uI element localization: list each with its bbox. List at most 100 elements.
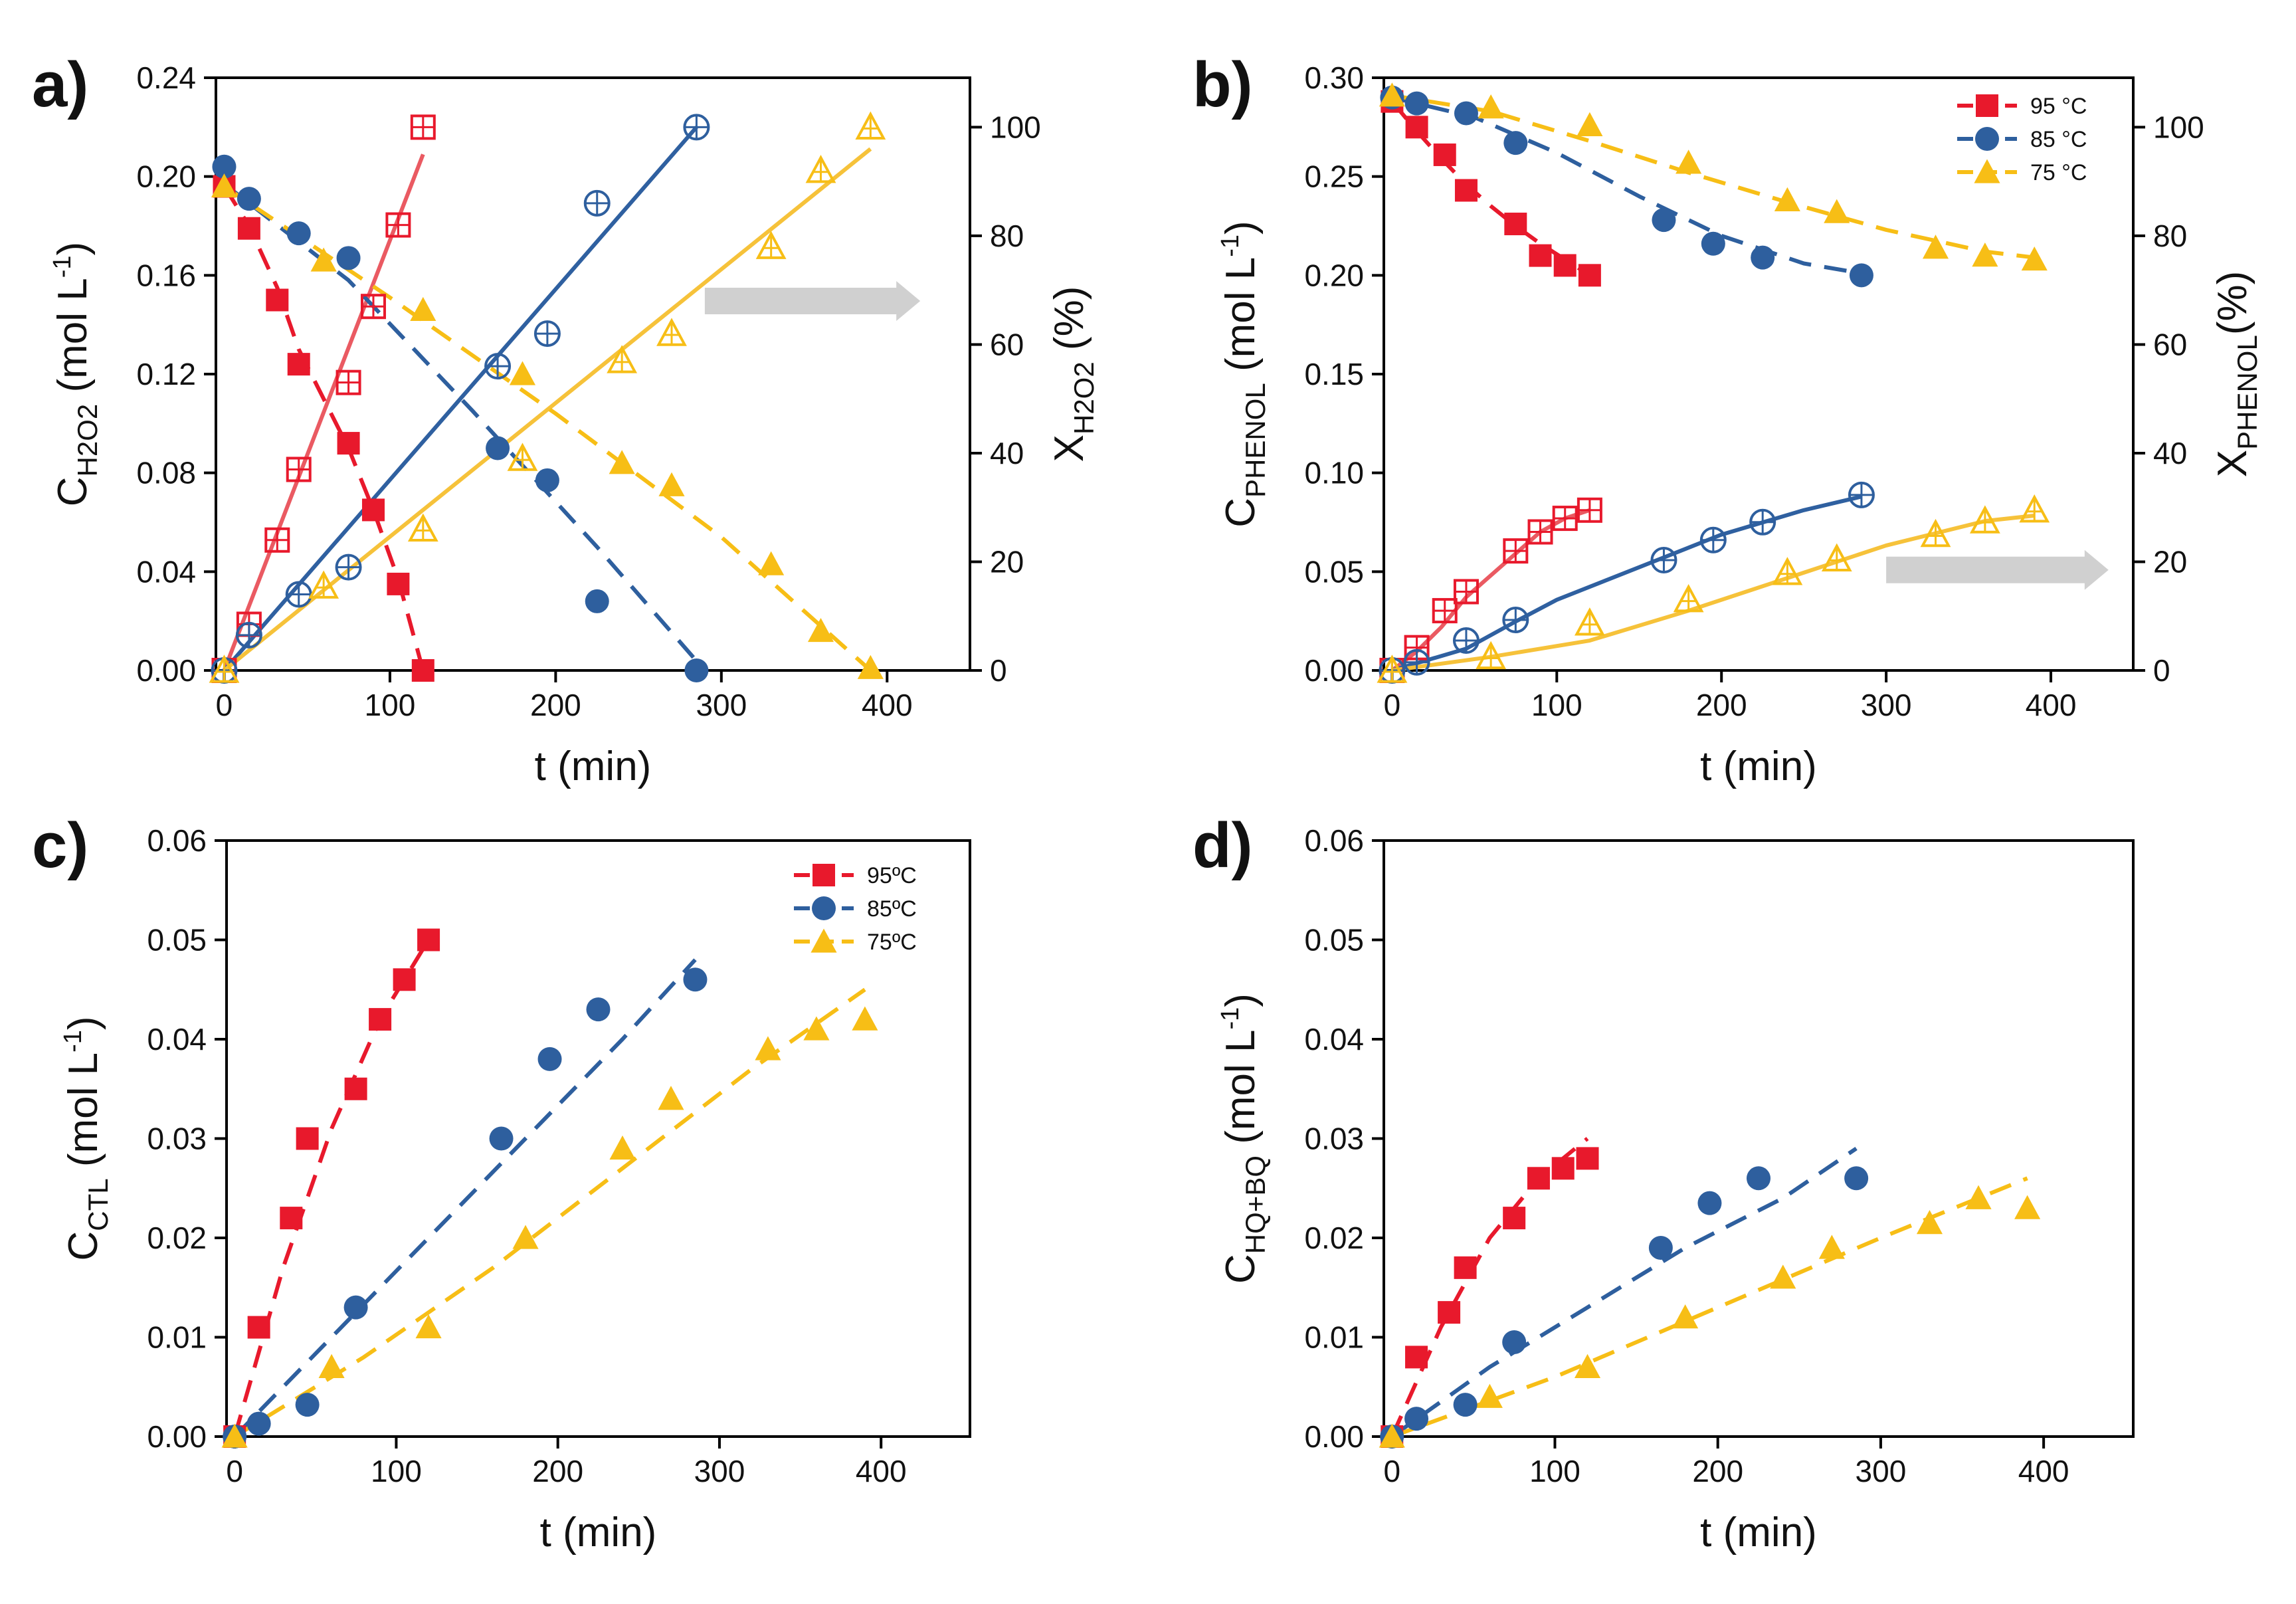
legend-marker xyxy=(1976,94,1998,117)
y-label-sub: PHENOL xyxy=(1240,383,1271,498)
x-tick-label: 200 xyxy=(1696,688,1747,722)
data-point xyxy=(1578,264,1601,287)
data-point xyxy=(1404,91,1429,116)
data-point xyxy=(1553,254,1577,277)
data-point xyxy=(1770,1264,1796,1289)
fit-line-dashed xyxy=(1391,93,2035,260)
data-point xyxy=(1751,245,1775,270)
data-point xyxy=(211,173,238,198)
panel-a: a)0 100 200 300 4000.000.040.080.120.160.200… xyxy=(32,49,1100,789)
y-axis-label: CHQ+BQ (mol L-1) xyxy=(1216,993,1271,1284)
fit-line-solid xyxy=(222,153,425,672)
data-point xyxy=(1527,1167,1550,1190)
data-point xyxy=(1848,481,1875,508)
y2-label-unit: (%) xyxy=(2210,271,2255,335)
panel-b: b)0 100 200 300 4000.000.050.100.150.200.250… xyxy=(1193,49,2263,789)
x-tick-label: 300 xyxy=(1861,688,1912,722)
y-label-main: C xyxy=(60,1231,106,1261)
data-point xyxy=(286,221,311,246)
data-point xyxy=(1574,1353,1601,1378)
y-label-close: ) xyxy=(60,1016,106,1030)
data-point xyxy=(533,320,561,348)
data-point xyxy=(1529,244,1552,267)
data-point xyxy=(1453,1393,1478,1417)
legend-label: 75 °C xyxy=(2030,160,2087,185)
data-point xyxy=(221,1423,248,1448)
data-point xyxy=(310,247,337,272)
legend-marker xyxy=(813,864,835,886)
data-point xyxy=(1652,208,1676,233)
y2-tick-label: 40 xyxy=(990,436,1024,470)
data-point xyxy=(583,189,611,217)
data-point xyxy=(609,450,635,474)
axis-direction-arrow xyxy=(704,281,921,322)
x-tick-label: 200 xyxy=(530,688,581,722)
data-point xyxy=(266,288,289,312)
x-tick-label: 200 xyxy=(1692,1454,1743,1488)
series-r95-square-open xyxy=(211,114,436,683)
data-point xyxy=(1916,1210,1943,1235)
data-point xyxy=(1502,606,1529,633)
y-label-main: C xyxy=(1218,1254,1264,1284)
data-point xyxy=(1454,179,1478,202)
y-tick-label: 0.24 xyxy=(136,60,196,95)
data-point xyxy=(1749,508,1776,536)
panel-label: c) xyxy=(32,810,88,881)
data-point xyxy=(237,187,261,211)
fit-line-dashed xyxy=(233,958,697,1439)
data-point xyxy=(512,1225,539,1249)
axis-direction-arrow xyxy=(1886,550,2109,590)
legend-marker xyxy=(1974,159,2000,183)
y-tick-label: 0.02 xyxy=(1304,1221,1364,1255)
panel-label: b) xyxy=(1193,49,1253,120)
y-label-exp: -1 xyxy=(1216,235,1244,257)
y-label-unit: (mol L xyxy=(1218,257,1264,383)
y-tick-label: 0.01 xyxy=(147,1320,207,1355)
x-tick-label: 400 xyxy=(862,688,913,722)
data-point xyxy=(1438,1301,1461,1324)
data-point xyxy=(1433,143,1456,166)
data-point xyxy=(807,617,834,643)
data-point xyxy=(509,361,536,385)
y-label-unit: (mol L xyxy=(60,1053,106,1178)
data-point xyxy=(1576,1147,1599,1170)
fit-line-solid xyxy=(1391,494,1862,672)
y2-tick-label: 20 xyxy=(990,544,1024,579)
y2-tick-label: 60 xyxy=(2153,327,2187,361)
data-point xyxy=(1379,1423,1405,1448)
data-point xyxy=(336,246,361,270)
fit-line-solid xyxy=(223,147,872,672)
data-point xyxy=(246,1411,271,1436)
x-axis-label: t (min) xyxy=(1700,744,1817,789)
y-axis-label: CPHENOL (mol L-1) xyxy=(1216,221,1271,527)
data-point xyxy=(1844,1166,1869,1191)
y-tick-label: 0.00 xyxy=(147,1419,207,1454)
y-tick-label: 0.02 xyxy=(147,1221,207,1255)
data-point xyxy=(343,1295,368,1320)
y2-tick-label: 80 xyxy=(2153,219,2187,253)
y-label-close: ) xyxy=(1218,221,1264,235)
legend-marker xyxy=(812,896,836,920)
x-tick-label: 300 xyxy=(1856,1454,1907,1488)
x-tick-label: 200 xyxy=(532,1454,583,1488)
y-label-unit: (mol L xyxy=(50,278,96,403)
legend-label: 85 °C xyxy=(2030,127,2087,152)
data-point xyxy=(1403,649,1430,676)
legend-label: 75ºC xyxy=(867,930,917,955)
y-tick-label: 0.03 xyxy=(1304,1122,1364,1156)
data-point xyxy=(369,1008,392,1031)
series-b85-circle xyxy=(212,154,709,682)
data-point xyxy=(1404,1407,1429,1431)
panel-d: d) 0 100 200 300 400 0.00 0.01 0.02 0.03 0.04 0.05 0… xyxy=(1193,810,2135,1555)
fit-line-dashed xyxy=(222,185,425,671)
data-point xyxy=(1972,243,1998,267)
data-point xyxy=(335,553,362,581)
y2-tick-label: 100 xyxy=(990,110,1041,144)
y-label-main: C xyxy=(1218,498,1264,528)
data-point xyxy=(586,997,611,1022)
y2-axis-label: XPHENOL(%) xyxy=(2210,271,2263,478)
y2-label-unit: (%) xyxy=(1046,286,1092,362)
fit-line-solid xyxy=(1391,514,2035,672)
y-tick-label: 0.05 xyxy=(1304,923,1364,957)
data-point xyxy=(1452,627,1480,654)
